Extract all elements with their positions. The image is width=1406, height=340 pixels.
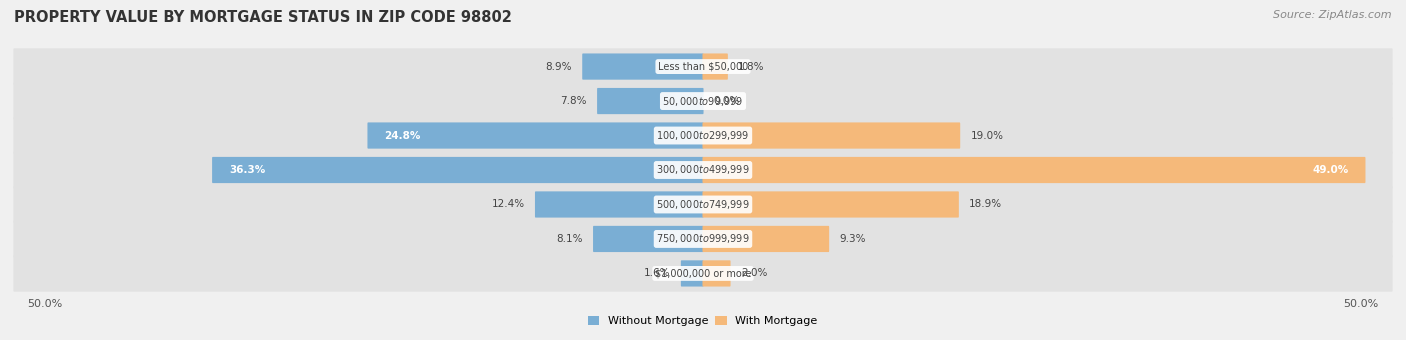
- Text: $100,000 to $299,999: $100,000 to $299,999: [657, 129, 749, 142]
- Text: 2.0%: 2.0%: [741, 269, 768, 278]
- FancyBboxPatch shape: [582, 53, 703, 80]
- Text: 50.0%: 50.0%: [28, 299, 63, 309]
- FancyBboxPatch shape: [703, 226, 830, 252]
- Legend: Without Mortgage, With Mortgage: Without Mortgage, With Mortgage: [583, 312, 823, 331]
- FancyBboxPatch shape: [14, 221, 1392, 257]
- Text: 9.3%: 9.3%: [839, 234, 866, 244]
- Text: $500,000 to $749,999: $500,000 to $749,999: [657, 198, 749, 211]
- Text: 7.8%: 7.8%: [561, 96, 586, 106]
- FancyBboxPatch shape: [681, 260, 703, 287]
- FancyBboxPatch shape: [593, 226, 703, 252]
- Text: 50.0%: 50.0%: [1343, 299, 1378, 309]
- Text: $750,000 to $999,999: $750,000 to $999,999: [657, 233, 749, 245]
- Text: PROPERTY VALUE BY MORTGAGE STATUS IN ZIP CODE 98802: PROPERTY VALUE BY MORTGAGE STATUS IN ZIP…: [14, 10, 512, 25]
- Text: Less than $50,000: Less than $50,000: [658, 62, 748, 71]
- FancyBboxPatch shape: [14, 83, 1392, 119]
- FancyBboxPatch shape: [14, 117, 1392, 154]
- Text: 49.0%: 49.0%: [1312, 165, 1348, 175]
- Text: 36.3%: 36.3%: [229, 165, 266, 175]
- FancyBboxPatch shape: [14, 186, 1392, 223]
- FancyBboxPatch shape: [703, 53, 728, 80]
- Text: 18.9%: 18.9%: [969, 200, 1002, 209]
- Text: 8.9%: 8.9%: [546, 62, 572, 71]
- Text: Source: ZipAtlas.com: Source: ZipAtlas.com: [1274, 10, 1392, 20]
- FancyBboxPatch shape: [703, 191, 959, 218]
- Text: $300,000 to $499,999: $300,000 to $499,999: [657, 164, 749, 176]
- FancyBboxPatch shape: [212, 157, 703, 183]
- Text: $50,000 to $99,999: $50,000 to $99,999: [662, 95, 744, 107]
- FancyBboxPatch shape: [703, 122, 960, 149]
- FancyBboxPatch shape: [14, 48, 1392, 85]
- Text: 19.0%: 19.0%: [970, 131, 1004, 140]
- FancyBboxPatch shape: [703, 157, 1365, 183]
- Text: 1.8%: 1.8%: [738, 62, 765, 71]
- Text: $1,000,000 or more: $1,000,000 or more: [655, 269, 751, 278]
- Text: 1.6%: 1.6%: [644, 269, 671, 278]
- Text: 0.0%: 0.0%: [714, 96, 740, 106]
- Text: 12.4%: 12.4%: [492, 200, 524, 209]
- FancyBboxPatch shape: [598, 88, 703, 114]
- FancyBboxPatch shape: [367, 122, 703, 149]
- FancyBboxPatch shape: [14, 255, 1392, 292]
- FancyBboxPatch shape: [14, 152, 1392, 188]
- Text: 24.8%: 24.8%: [384, 131, 420, 140]
- FancyBboxPatch shape: [534, 191, 703, 218]
- Text: 8.1%: 8.1%: [557, 234, 582, 244]
- FancyBboxPatch shape: [703, 260, 731, 287]
